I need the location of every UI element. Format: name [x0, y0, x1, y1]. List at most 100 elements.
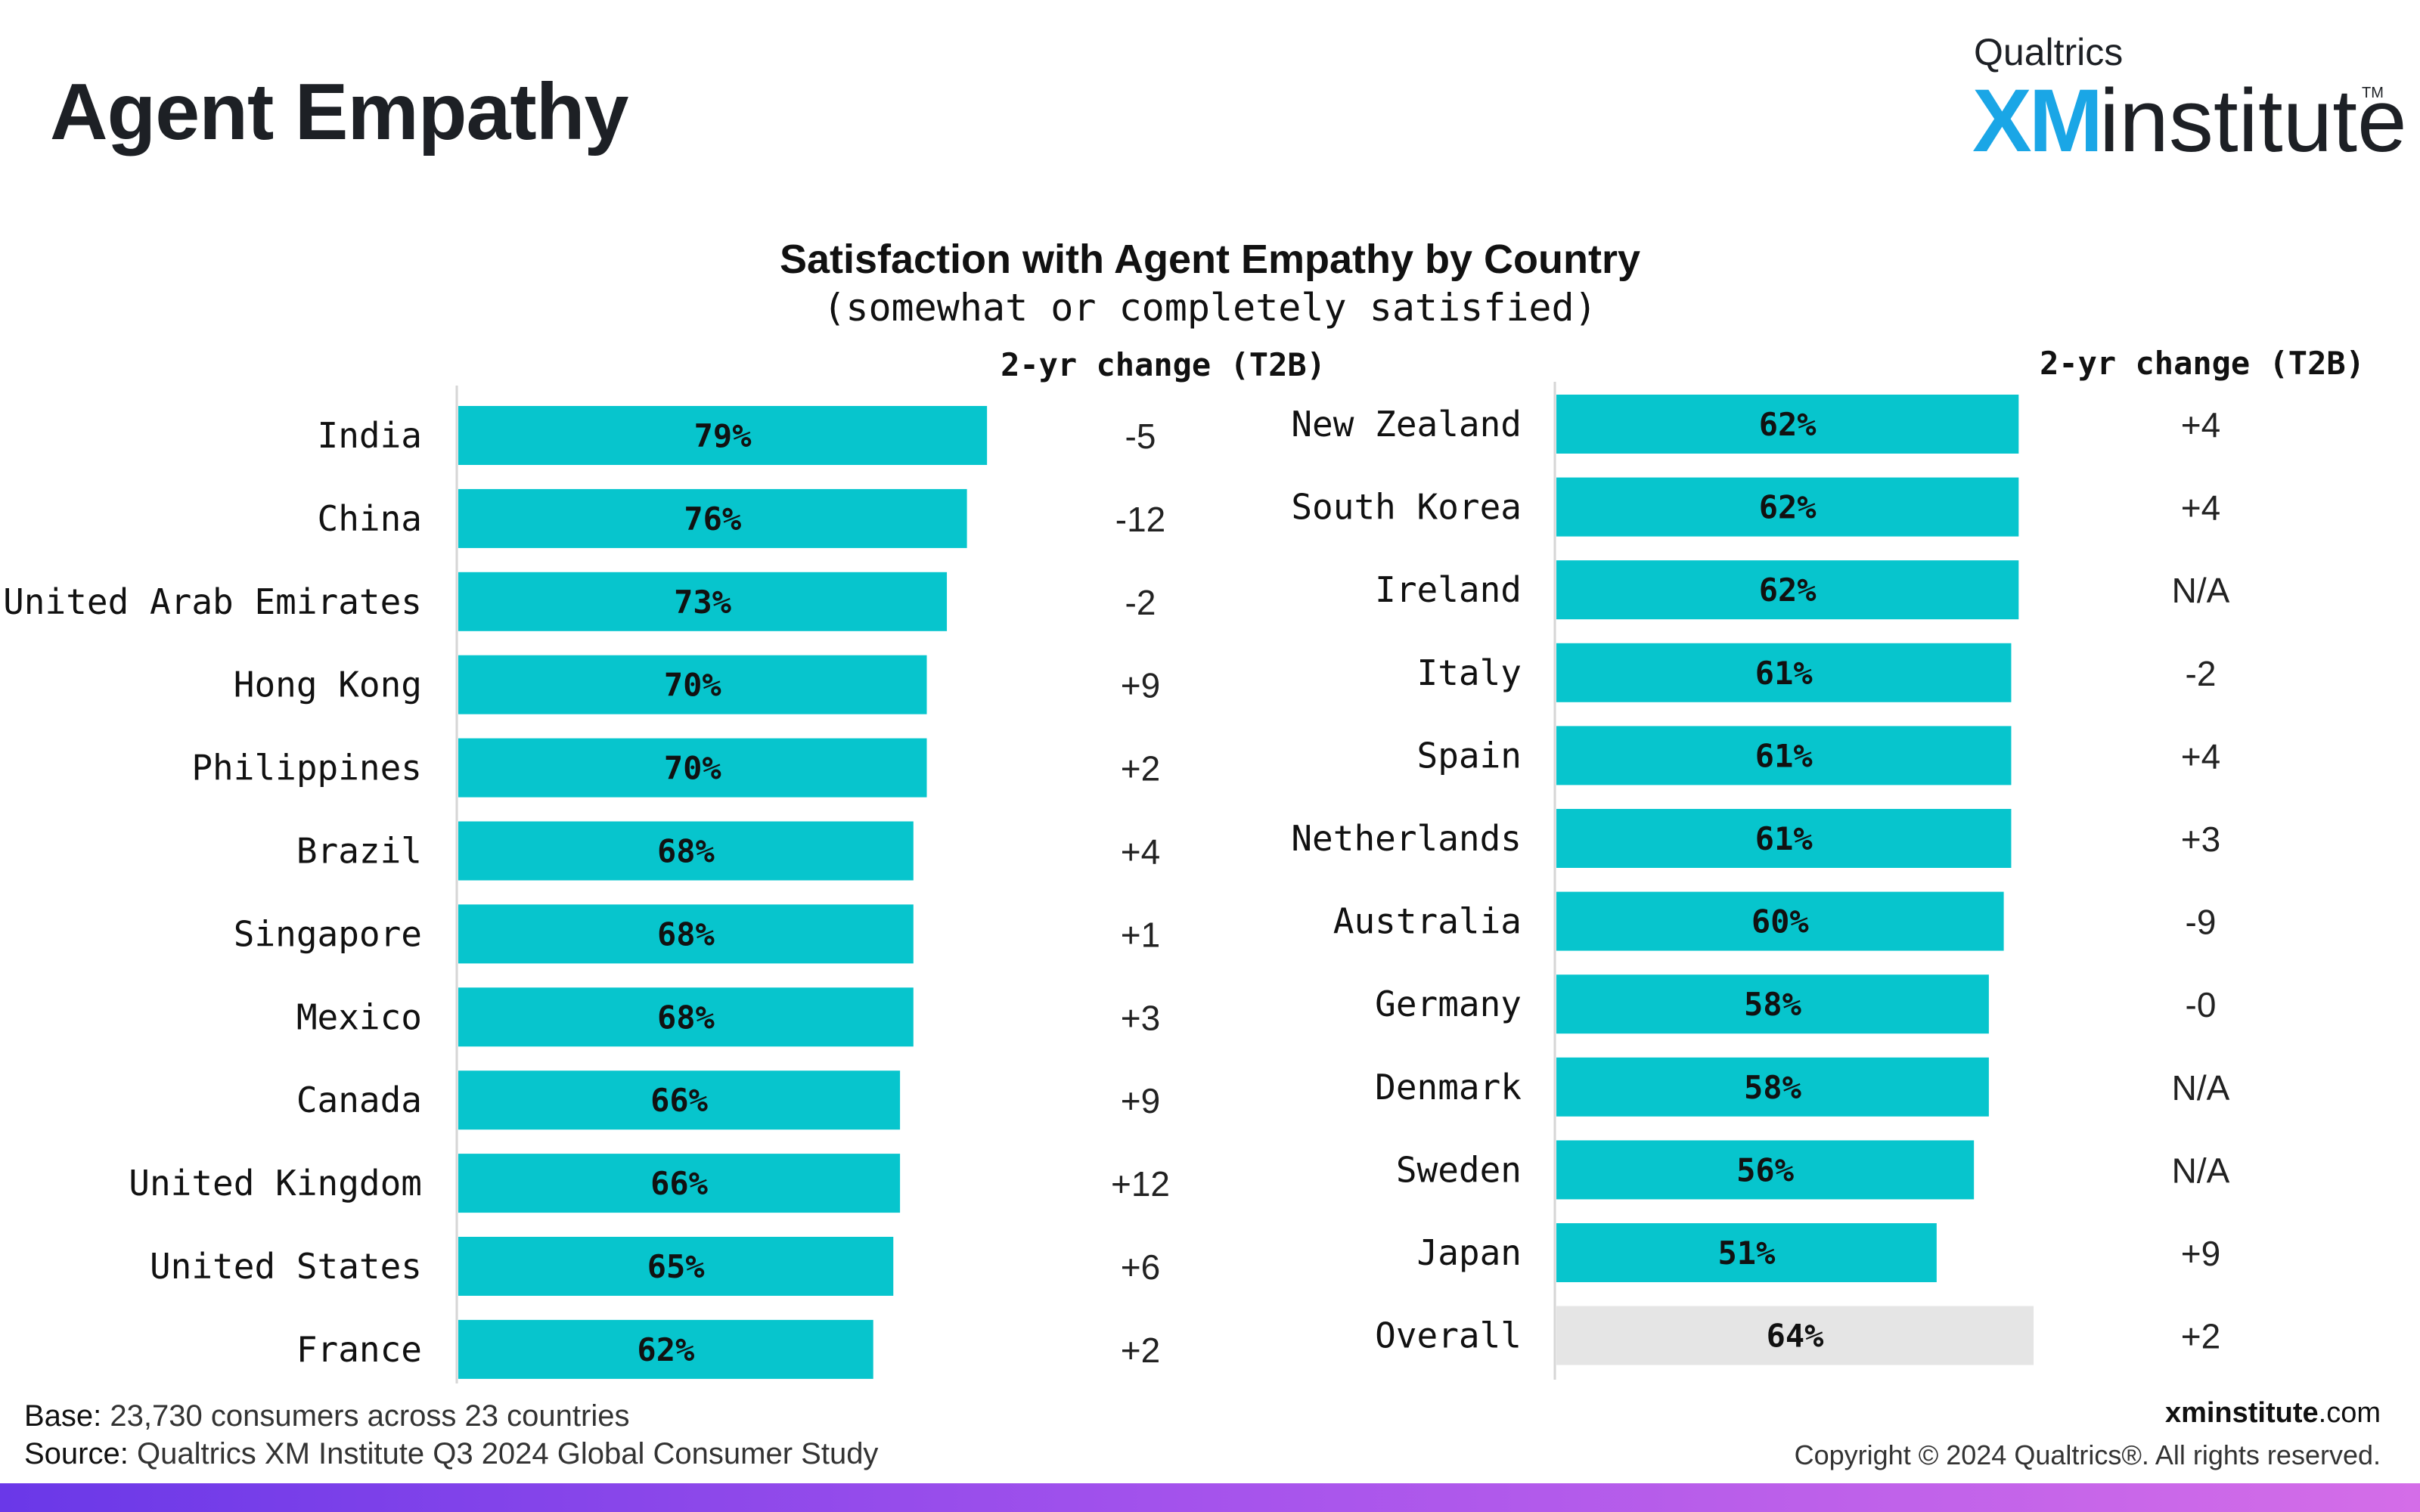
bar	[1556, 891, 2004, 951]
footer-source-text: Qualtrics XM Institute Q3 2024 Global Co…	[136, 1437, 879, 1470]
logo-product: institute	[2099, 71, 2407, 171]
chart-title: Satisfaction with Agent Empathy by Count…	[779, 237, 1641, 282]
bar	[1556, 726, 2012, 785]
logo-brand: Qualtrics	[1974, 31, 2124, 73]
chart-svg: India 79% -5 China 76% -12 United Arab Emirate…	[3, 382, 2230, 1383]
category-label: Denmark	[1375, 1067, 1522, 1108]
bar	[1556, 1057, 1989, 1117]
chart-panel-right: New Zealand 62% +4 South Korea 62% +4 Ireland 6…	[1291, 382, 2230, 1380]
change-label: -5	[1125, 417, 1156, 456]
xm-institute-logo: Qualtrics XM institute TM	[1972, 30, 2407, 171]
change-label: +4	[2181, 405, 2220, 445]
bar	[458, 1154, 901, 1213]
category-label: Brazil	[296, 831, 422, 872]
bar	[1556, 395, 2019, 454]
bar	[1556, 560, 2019, 620]
logo-mark: XM	[1972, 70, 2103, 172]
value-label: 68%	[657, 999, 715, 1036]
category-label: Netherlands	[1291, 818, 1522, 859]
category-label: China	[318, 498, 422, 539]
value-label: 62%	[1759, 489, 1817, 526]
chart-subtitle: (somewhat or completely satisfied)	[823, 286, 1597, 330]
chart-panel-left: India 79% -5 China 76% -12 United Arab Emirate…	[3, 386, 1170, 1383]
change-label: +4	[1121, 832, 1160, 872]
bar	[458, 655, 927, 714]
value-label: 68%	[657, 916, 715, 953]
category-label: United States	[150, 1246, 422, 1287]
category-label: United Arab Emirates	[3, 581, 422, 622]
change-label: +4	[2181, 736, 2220, 776]
value-label: 66%	[650, 1082, 708, 1119]
category-label: Singapore	[234, 913, 422, 954]
value-label: 62%	[637, 1331, 694, 1368]
bar	[1556, 974, 1989, 1034]
change-label: +4	[2181, 488, 2220, 528]
value-label: 64%	[1767, 1318, 1824, 1355]
footer-base-label: Base:	[24, 1399, 102, 1433]
change-label: +3	[2181, 820, 2220, 859]
category-label: United Kingdom	[129, 1163, 422, 1204]
change-label: -9	[2186, 903, 2217, 942]
footer-base-text: 23,730 consumers across 23 countries	[110, 1399, 630, 1433]
category-label: Italy	[1417, 652, 1522, 693]
value-label: 62%	[1759, 572, 1817, 609]
change-label: -12	[1115, 500, 1165, 539]
category-label: Philippines	[191, 748, 422, 789]
footer-url-rest: .com	[2318, 1397, 2381, 1429]
category-label: New Zealand	[1291, 404, 1522, 445]
change-header-right: 2-yr change (T2B)	[2040, 345, 2365, 382]
page-title: Agent Empathy	[50, 67, 628, 156]
bar	[458, 821, 914, 881]
value-label: 58%	[1744, 986, 1801, 1023]
footer-url-bold: xminstitute	[2164, 1397, 2319, 1429]
bar	[458, 904, 914, 964]
footer-source: Source: Qualtrics XM Institute Q3 2024 G…	[24, 1435, 878, 1473]
value-label: 65%	[647, 1248, 705, 1285]
value-label: 73%	[674, 584, 731, 621]
category-label: Japan	[1417, 1232, 1522, 1273]
footer-copyright: Copyright © 2024 Qualtrics®. All rights …	[1794, 1439, 2381, 1470]
value-label: 68%	[657, 833, 715, 870]
value-label: 61%	[1755, 655, 1813, 692]
change-label: N/A	[2172, 1151, 2230, 1190]
logo-trademark: TM	[2362, 85, 2384, 101]
bar	[458, 1070, 901, 1130]
change-label: +12	[1111, 1164, 1170, 1204]
bar	[1556, 1223, 1937, 1282]
change-label: +1	[1121, 915, 1160, 954]
change-label: -2	[2186, 654, 2217, 693]
category-label: Mexico	[296, 996, 422, 1037]
category-label: Germany	[1375, 984, 1522, 1024]
bar	[458, 406, 988, 465]
category-label: Sweden	[1396, 1149, 1522, 1190]
value-label: 79%	[694, 417, 752, 454]
value-label: 66%	[650, 1165, 708, 1202]
category-label: Ireland	[1375, 569, 1522, 610]
change-label: N/A	[2172, 1068, 2230, 1108]
bar	[458, 738, 927, 798]
change-header-left: 2-yr change (T2B)	[1001, 346, 1326, 383]
bar	[1556, 1140, 1975, 1200]
footer-url[interactable]: xminstitute.com	[2165, 1397, 2381, 1430]
bar	[1556, 809, 2012, 868]
footer-notes: Base: 23,730 consumers across 23 countri…	[24, 1397, 878, 1473]
change-label: N/A	[2172, 571, 2230, 610]
bar	[1556, 477, 2019, 537]
value-label: 58%	[1744, 1069, 1801, 1106]
footer-source-label: Source:	[24, 1437, 129, 1470]
change-label: +9	[1121, 1081, 1160, 1120]
change-label: -0	[2186, 985, 2217, 1024]
change-label: +2	[1121, 1331, 1160, 1370]
category-label: South Korea	[1291, 487, 1522, 528]
category-label: Australia	[1333, 901, 1522, 942]
value-label: 56%	[1736, 1151, 1794, 1188]
logo-mark-text: XM	[1972, 71, 2103, 171]
bar-overall	[1556, 1306, 2034, 1365]
category-label: Hong Kong	[234, 665, 422, 705]
bar	[458, 572, 948, 631]
value-label: 60%	[1751, 903, 1809, 940]
value-label: 76%	[684, 500, 741, 538]
bottom-gradient-bar	[0, 1483, 2420, 1512]
change-label: +6	[1121, 1247, 1160, 1287]
change-label: -2	[1125, 583, 1156, 622]
